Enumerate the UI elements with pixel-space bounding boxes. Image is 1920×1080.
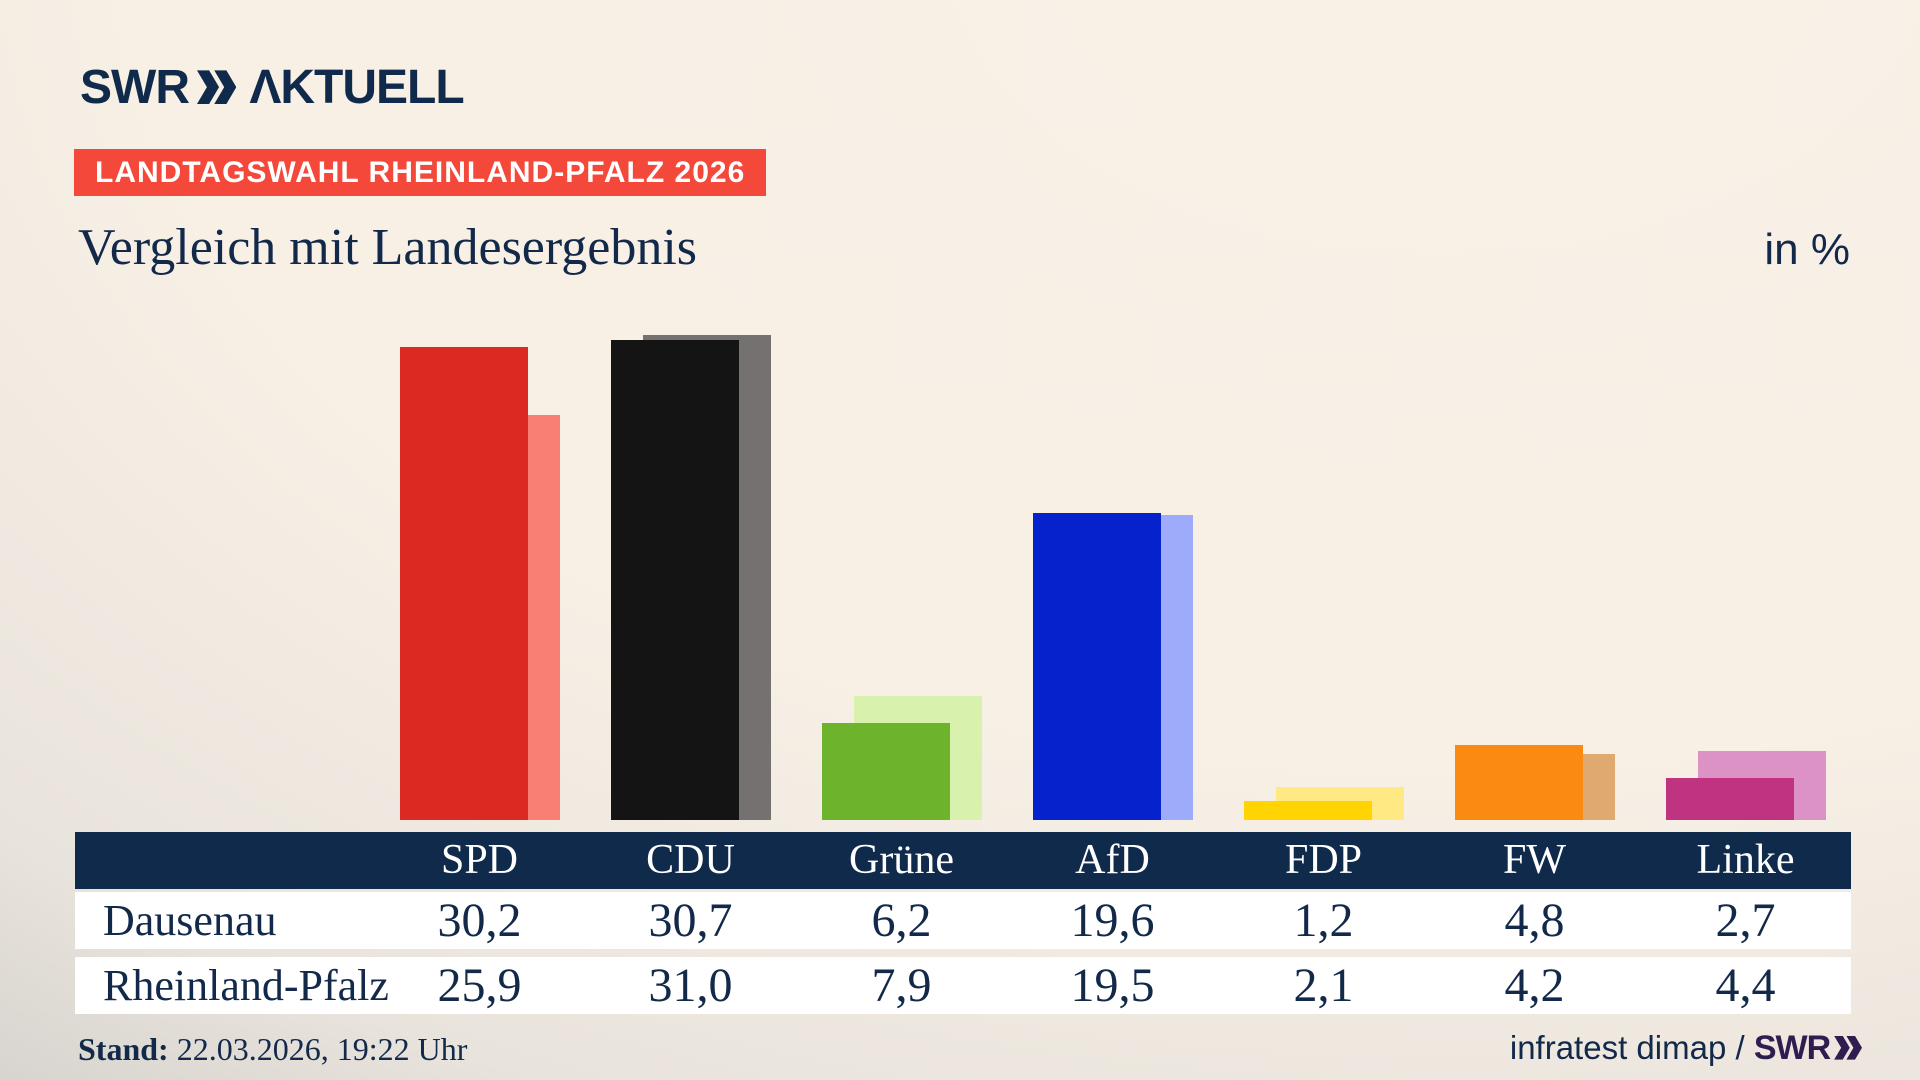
table-row-dausenau-linke: 2,7 — [1715, 894, 1776, 947]
table-header-row-cdu: CDU — [646, 837, 735, 883]
table-row-dausenau-fdp: 1,2 — [1293, 894, 1354, 947]
table-row-dausenau-spd: 30,2 — [437, 894, 522, 947]
table-header-row: SPD CDU Grüne AfD FDP FW Linke — [75, 832, 1851, 889]
bar-dausenau-gruene — [821, 723, 950, 820]
election-badge: LANDTAGSWAHL RHEINLAND-PFALZ 2026 — [74, 149, 767, 196]
stand-value: 22.03.2026, 19:22 Uhr — [168, 1031, 468, 1067]
source-brand: SWR — [1754, 1029, 1862, 1067]
table-row-rheinland-pfalz-fdp: 2,1 — [1293, 959, 1354, 1012]
table-header-row-fdp: FDP — [1284, 837, 1363, 883]
bar-dausenau-cdu — [610, 340, 739, 820]
table-row-rheinland-pfalz-linke: 4,4 — [1715, 959, 1776, 1012]
table-header-row-label — [75, 832, 374, 889]
table-row-rheinland-pfalz-spd: 25,9 — [437, 959, 522, 1012]
table-row-dausenau-gruene: 6,2 — [871, 894, 932, 947]
table-header-row-afd: AfD — [1075, 837, 1150, 883]
table-row-rheinland-pfalz-label: Rheinland-Pfalz — [103, 961, 389, 1010]
source-brand-wordmark: SWR — [1753, 1029, 1831, 1067]
table-row-rheinland-pfalz: Rheinland-Pfalz 25,9 31,0 7,9 19,5 2,1 4,2 4,4 — [75, 957, 1851, 1014]
table-row-dausenau-cdu: 30,7 — [648, 894, 733, 947]
swr-chevrons-icon — [196, 61, 237, 114]
table-row-dausenau-label: Dausenau — [103, 896, 277, 945]
stand-line: Stand: 22.03.2026, 19:22 Uhr — [78, 1029, 467, 1069]
table-row-dausenau-afd: 19,6 — [1070, 894, 1155, 947]
bar-dausenau-fdp — [1243, 801, 1372, 820]
table-row-rheinland-pfalz-afd: 19,5 — [1070, 959, 1155, 1012]
bar-dausenau-fw — [1454, 745, 1583, 820]
table-header-row-gruene: Grüne — [849, 837, 954, 883]
aktuell-wordmark: ΛKTUELL — [249, 61, 464, 114]
table-header-row-linke: Linke — [1696, 837, 1795, 883]
swr-aktuell-logo: SWR ΛKTUELL — [80, 61, 465, 114]
table-header-row-spd: SPD — [440, 837, 519, 883]
table-row-dausenau: Dausenau 30,2 30,7 6,2 19,6 1,2 4,8 2,7 — [75, 892, 1851, 949]
source-brand-chevrons-icon — [1834, 1029, 1862, 1067]
table-row-rheinland-pfalz-gruene: 7,9 — [871, 959, 932, 1012]
table-row-dausenau-fw: 4,8 — [1504, 894, 1565, 947]
unit-label: in % — [1764, 225, 1850, 274]
table-row-rheinland-pfalz-fw: 4,2 — [1504, 959, 1565, 1012]
stand-label: Stand: — [78, 1031, 169, 1067]
bar-dausenau-linke — [1665, 778, 1794, 820]
results-table: SPD CDU Grüne AfD FDP FW Linke Dausenau 30,2 30,7… — [75, 832, 1851, 1014]
page-title: Vergleich mit Landesergebnis — [78, 219, 698, 276]
source-text: infratest dimap / — [1509, 1029, 1754, 1066]
bar-dausenau-spd — [399, 347, 528, 820]
table-header-row-fw: FW — [1503, 837, 1566, 883]
swr-wordmark: SWR — [80, 61, 190, 114]
source-line: infratest dimap / SWR — [1510, 1027, 1862, 1069]
title-row: Vergleich mit Landesergebnis in % — [78, 218, 1850, 280]
bar-dausenau-afd — [1032, 513, 1161, 820]
table-row-rheinland-pfalz-cdu: 31,0 — [648, 959, 733, 1012]
